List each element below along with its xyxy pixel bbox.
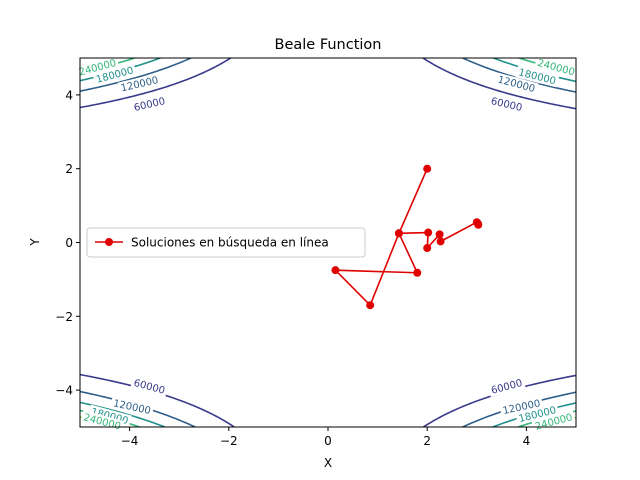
contour-label-bg: [130, 94, 169, 114]
contour-label-bg: [494, 72, 539, 96]
y-tick-label: −4: [55, 384, 73, 398]
y-tick-label: 2: [65, 162, 73, 176]
y-tick-label: 4: [65, 88, 73, 102]
series-point: [331, 266, 340, 275]
contour-label-bg: [75, 55, 120, 79]
series-point: [423, 244, 432, 253]
y-axis-ticks: −4 −2 0 2 4: [55, 88, 80, 398]
series-point: [394, 229, 403, 238]
contour-label-bg: [110, 396, 155, 417]
contour-label-bg: [499, 396, 544, 417]
contour-label-bg: [515, 65, 560, 88]
series-point: [423, 164, 432, 173]
y-tick-label: 0: [65, 236, 73, 250]
x-axis-label: X: [324, 456, 332, 470]
legend-box: [86, 227, 366, 258]
x-tick-label: 0: [324, 434, 332, 448]
contour-label-bg: [534, 55, 579, 79]
series-point: [424, 228, 433, 237]
contour-label-bg: [92, 63, 137, 86]
series-point: [435, 230, 444, 239]
legend-entry-label: Soluciones en búsqueda en línea: [131, 236, 329, 250]
series-point: [413, 268, 422, 277]
series-point: [366, 301, 375, 310]
contour-label-bg: [487, 94, 526, 114]
contour-label-bg: [130, 375, 169, 397]
x-tick-label: 2: [423, 434, 431, 448]
legend-marker-swatch: [105, 238, 113, 246]
x-tick-label: −4: [121, 434, 139, 448]
search-path-series: [331, 164, 483, 310]
y-tick-label: −2: [55, 310, 73, 324]
series-point: [474, 220, 483, 229]
contour-label-bg: [117, 73, 162, 95]
x-tick-label: −2: [220, 434, 238, 448]
x-tick-label: 4: [523, 434, 531, 448]
x-axis-ticks: −4 −2 0 2 4: [121, 427, 530, 448]
contour-label-bg: [487, 375, 526, 397]
series-point: [436, 237, 445, 246]
legend: Soluciones en búsqueda en línea: [86, 227, 366, 258]
chart-title: Beale Function: [275, 37, 382, 53]
y-axis-label: Y: [28, 238, 42, 247]
contour-label-bg: [515, 403, 560, 426]
